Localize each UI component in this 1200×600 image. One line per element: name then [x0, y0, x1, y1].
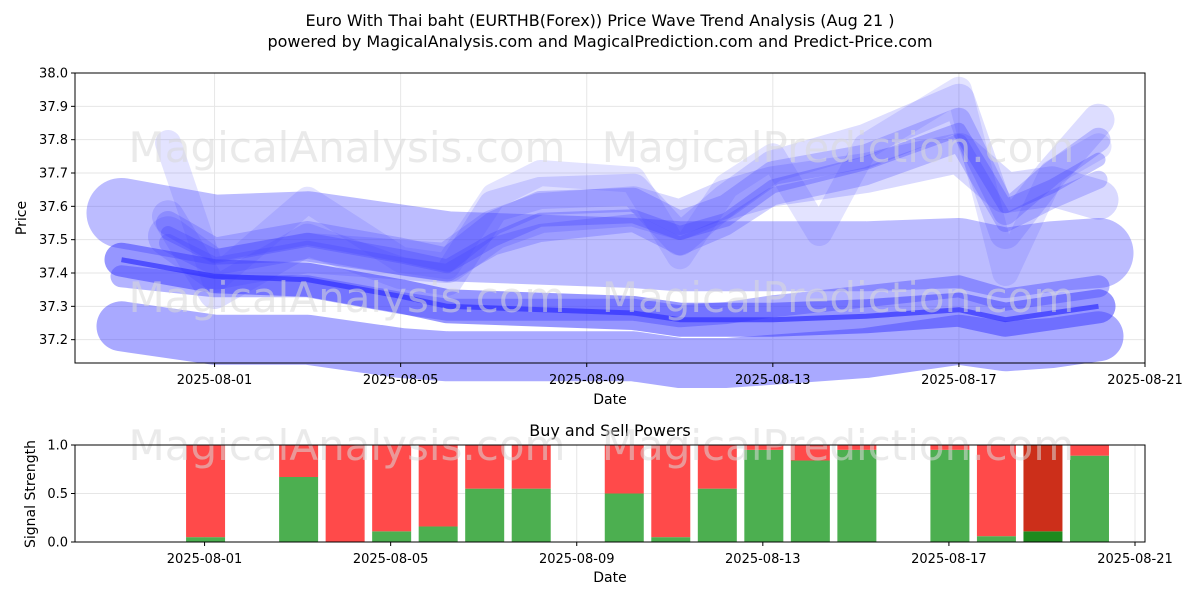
sell-bar	[651, 445, 691, 538]
watermark-top-left: MagicalAnalysis.com	[129, 123, 566, 172]
power-xlabel: Date	[593, 570, 626, 586]
sell-bar	[976, 445, 1016, 537]
sell-bar	[325, 445, 365, 542]
price-ytick-label: 37.8	[39, 133, 68, 148]
buy-bar	[279, 477, 319, 542]
power-title: Buy and Sell Powers	[529, 421, 691, 440]
buy-bar	[697, 488, 737, 542]
buy-bar	[1069, 455, 1109, 542]
price-ytick-label: 37.7	[39, 167, 68, 182]
power-xtick-label: 2025-08-21	[1097, 552, 1173, 567]
buy-bar	[604, 493, 644, 542]
price-ytick-label: 38.0	[39, 67, 68, 82]
sell-bar	[465, 445, 505, 489]
buy-bar	[186, 537, 226, 542]
sell-bar	[1069, 445, 1109, 456]
buy-bar	[744, 449, 784, 542]
price-waves	[86, 76, 1134, 388]
price-xtick-label: 2025-08-09	[549, 373, 625, 388]
price-wave-line	[155, 76, 1112, 293]
price-ticks: 2025-08-01 2025-08-05 2025-08-09 2025-08-13…	[39, 67, 1183, 389]
buy-bar	[372, 531, 412, 542]
price-ytick-label: 37.9	[39, 100, 68, 115]
price-ytick-label: 37.2	[39, 333, 68, 348]
power-xtick-label: 2025-08-17	[911, 552, 987, 567]
power-ytick-label: 1.0	[47, 439, 68, 454]
power-ticks: 2025-08-01 2025-08-05 2025-08-09 2025-08-13…	[47, 439, 1172, 568]
sell-bar	[837, 445, 877, 450]
buy-bar	[418, 526, 458, 542]
buy-bar	[837, 449, 877, 542]
price-xtick-label: 2025-08-13	[735, 373, 811, 388]
sell-bar	[790, 445, 830, 461]
watermark-mid-left: MagicalAnalysis.com	[129, 273, 566, 322]
price-axes-frame	[74, 72, 1146, 364]
price-wave-line	[161, 122, 1106, 274]
power-ylabel: Signal Strength	[23, 440, 39, 548]
sell-bar	[511, 445, 551, 489]
sell-bar	[744, 445, 784, 450]
price-wave-line	[156, 107, 1111, 272]
price-wave-line	[96, 301, 1124, 388]
buy-bar	[511, 488, 551, 542]
power-xtick-label: 2025-08-13	[725, 552, 801, 567]
price-trend-line	[121, 257, 1099, 323]
power-xtick-label: 2025-08-05	[353, 552, 429, 567]
power-ytick-label: 0.0	[47, 536, 68, 551]
price-wave-line	[110, 265, 1110, 328]
price-ytick-label: 37.5	[39, 233, 68, 248]
price-xtick-label: 2025-08-21	[1107, 373, 1183, 388]
sell-bar	[1023, 445, 1063, 532]
price-ytick-label: 37.4	[39, 267, 68, 282]
sell-bar	[418, 445, 458, 527]
buy-bar	[790, 460, 830, 542]
sell-bar	[186, 445, 226, 538]
chart-title: Euro With Thai baht (EURTHB(Forex)) Pric…	[305, 11, 895, 30]
watermark-top-right: MagicalPrediction.com	[602, 123, 1075, 172]
price-wave-line	[148, 133, 1119, 290]
power-xtick-label: 2025-08-01	[167, 552, 243, 567]
power-ytick-label: 0.5	[47, 487, 68, 502]
price-ytick-label: 37.6	[39, 200, 68, 215]
power-xtick-label: 2025-08-09	[539, 552, 615, 567]
sell-bar	[930, 445, 970, 450]
price-xlabel: Date	[593, 392, 626, 408]
buy-bar	[930, 449, 970, 542]
price-xtick-label: 2025-08-01	[177, 373, 253, 388]
sell-bar	[372, 445, 412, 532]
price-ytick-label: 37.3	[39, 300, 68, 315]
power-bars	[186, 445, 1109, 542]
buy-bar	[976, 536, 1016, 542]
watermark-mid-right: MagicalPrediction.com	[602, 273, 1075, 322]
price-wave-line	[86, 178, 1134, 298]
buy-bar	[465, 488, 505, 542]
sell-bar	[604, 445, 644, 494]
price-xtick-label: 2025-08-05	[363, 373, 439, 388]
price-ylabel: Price	[14, 201, 30, 235]
price-wave-line	[152, 83, 1115, 309]
price-wave-line	[159, 134, 1108, 282]
chart-subtitle: powered by MagicalAnalysis.com and Magic…	[267, 32, 933, 51]
sell-bar	[697, 445, 737, 489]
sell-bar	[279, 445, 319, 478]
buy-bar	[651, 537, 691, 542]
buy-bar	[1023, 531, 1063, 542]
price-xtick-label: 2025-08-17	[921, 373, 997, 388]
